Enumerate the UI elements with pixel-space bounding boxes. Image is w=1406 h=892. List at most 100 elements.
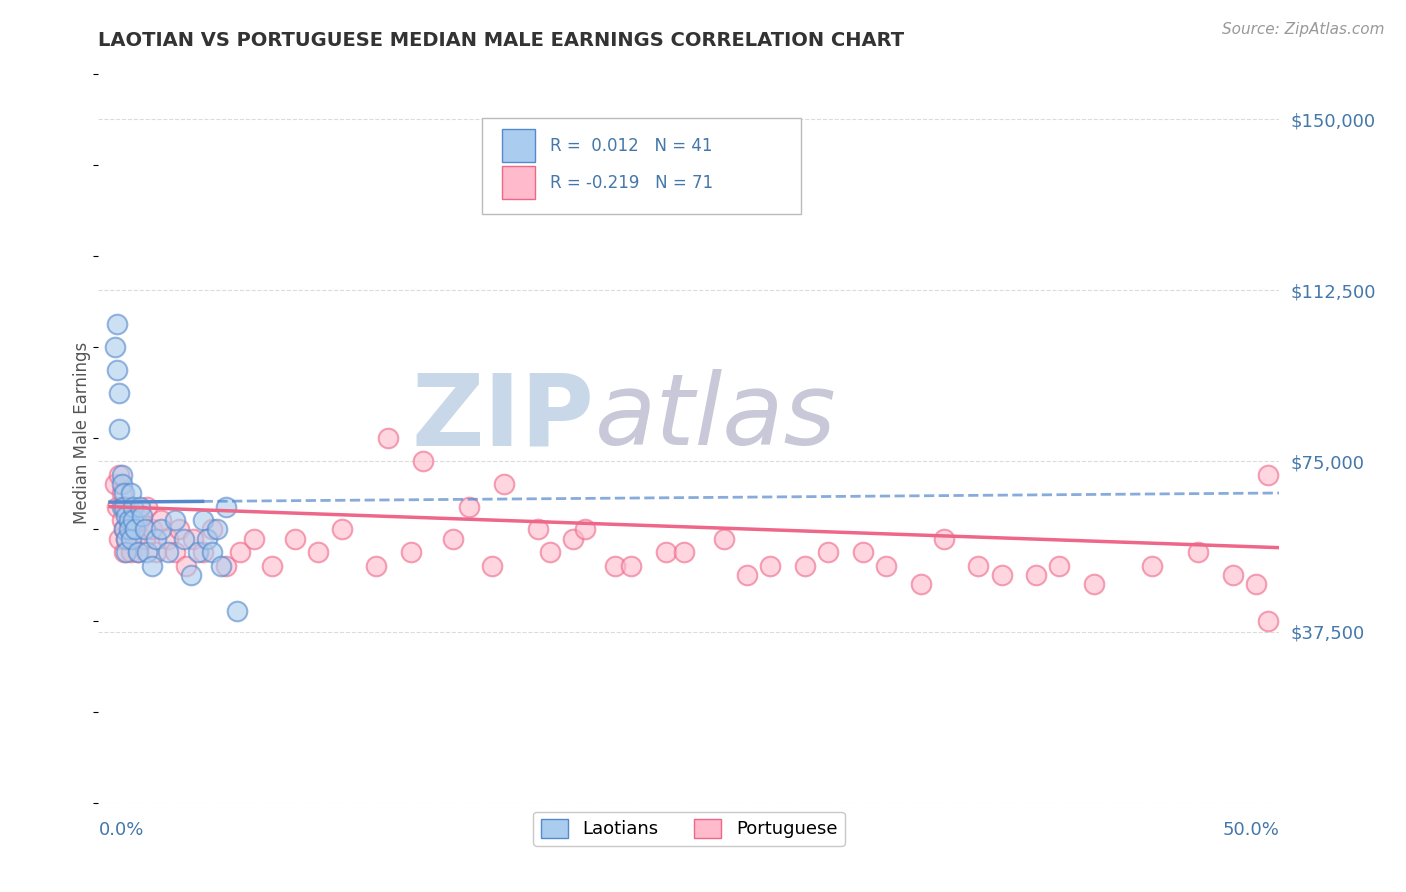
Point	[1246, 577, 1268, 591]
Point	[105, 500, 128, 514]
Point	[655, 545, 678, 559]
Point	[307, 545, 329, 559]
Point	[620, 558, 643, 573]
Point	[120, 532, 142, 546]
Text: R =  0.012   N = 41: R = 0.012 N = 41	[550, 136, 711, 154]
Point	[110, 500, 132, 514]
Point	[110, 467, 132, 482]
Point	[163, 513, 186, 527]
Point	[120, 486, 142, 500]
Point	[149, 513, 172, 527]
Point	[538, 545, 561, 559]
Point	[145, 545, 167, 559]
Point	[115, 532, 138, 546]
Point	[1049, 558, 1071, 573]
Point	[735, 568, 758, 582]
Point	[458, 500, 481, 514]
Point	[1025, 568, 1047, 582]
Point	[124, 532, 146, 546]
Point	[134, 523, 156, 537]
Point	[176, 558, 198, 573]
Point	[134, 532, 156, 546]
Point	[108, 385, 131, 400]
Point	[242, 532, 264, 546]
Point	[136, 500, 159, 514]
Point	[932, 532, 955, 546]
Point	[1222, 568, 1244, 582]
Point	[713, 532, 735, 546]
Point	[104, 476, 127, 491]
Point	[793, 558, 815, 573]
Point	[574, 523, 596, 537]
Point	[156, 532, 179, 546]
Text: Source: ZipAtlas.com: Source: ZipAtlas.com	[1222, 22, 1385, 37]
Point	[149, 523, 172, 537]
Point	[112, 523, 135, 537]
Point	[105, 318, 128, 332]
Point	[180, 568, 202, 582]
Point	[967, 558, 990, 573]
Point	[122, 513, 145, 527]
Point	[129, 500, 152, 514]
Point	[215, 500, 238, 514]
Text: R = -0.219   N = 71: R = -0.219 N = 71	[550, 174, 713, 192]
Point	[115, 508, 138, 523]
Text: ZIP: ZIP	[412, 369, 595, 467]
Point	[108, 422, 131, 436]
Point	[105, 363, 128, 377]
Point	[910, 577, 932, 591]
Point	[209, 558, 232, 573]
Point	[191, 545, 214, 559]
Point	[122, 523, 145, 537]
Point	[163, 545, 186, 559]
Point	[110, 476, 132, 491]
Point	[115, 545, 138, 559]
Point	[215, 558, 238, 573]
Point	[112, 500, 135, 514]
Point	[441, 532, 464, 546]
Point	[875, 558, 897, 573]
Point	[117, 513, 139, 527]
Point	[817, 545, 839, 559]
Point	[1083, 577, 1105, 591]
Point	[262, 558, 284, 573]
Point	[112, 545, 135, 559]
Point	[117, 523, 139, 537]
Point	[492, 476, 515, 491]
Point	[195, 532, 218, 546]
Bar	[502, 166, 536, 200]
Point	[141, 523, 163, 537]
Point	[990, 568, 1012, 582]
Point	[173, 532, 195, 546]
Point	[108, 532, 131, 546]
Y-axis label: Median Male Earnings: Median Male Earnings	[73, 342, 91, 524]
Point	[136, 545, 159, 559]
Point	[104, 340, 127, 354]
Point	[141, 558, 163, 573]
Point	[399, 545, 422, 559]
Point	[205, 523, 228, 537]
Point	[1140, 558, 1163, 573]
Point	[129, 513, 152, 527]
Point	[527, 523, 550, 537]
Point	[187, 545, 209, 559]
Point	[191, 513, 214, 527]
Point	[1187, 545, 1209, 559]
Bar	[502, 129, 536, 162]
Point	[330, 523, 353, 537]
Point	[759, 558, 782, 573]
Point	[115, 500, 138, 514]
Point	[112, 486, 135, 500]
Point	[117, 513, 139, 527]
Point	[183, 532, 205, 546]
Text: LAOTIAN VS PORTUGUESE MEDIAN MALE EARNINGS CORRELATION CHART: LAOTIAN VS PORTUGUESE MEDIAN MALE EARNIN…	[98, 30, 904, 50]
Point	[377, 431, 399, 445]
Point	[201, 545, 224, 559]
Point	[127, 545, 149, 559]
Point	[131, 508, 153, 523]
Point	[124, 523, 146, 537]
Point	[120, 545, 142, 559]
Point	[603, 558, 626, 573]
Point	[112, 523, 135, 537]
Point	[481, 558, 503, 573]
